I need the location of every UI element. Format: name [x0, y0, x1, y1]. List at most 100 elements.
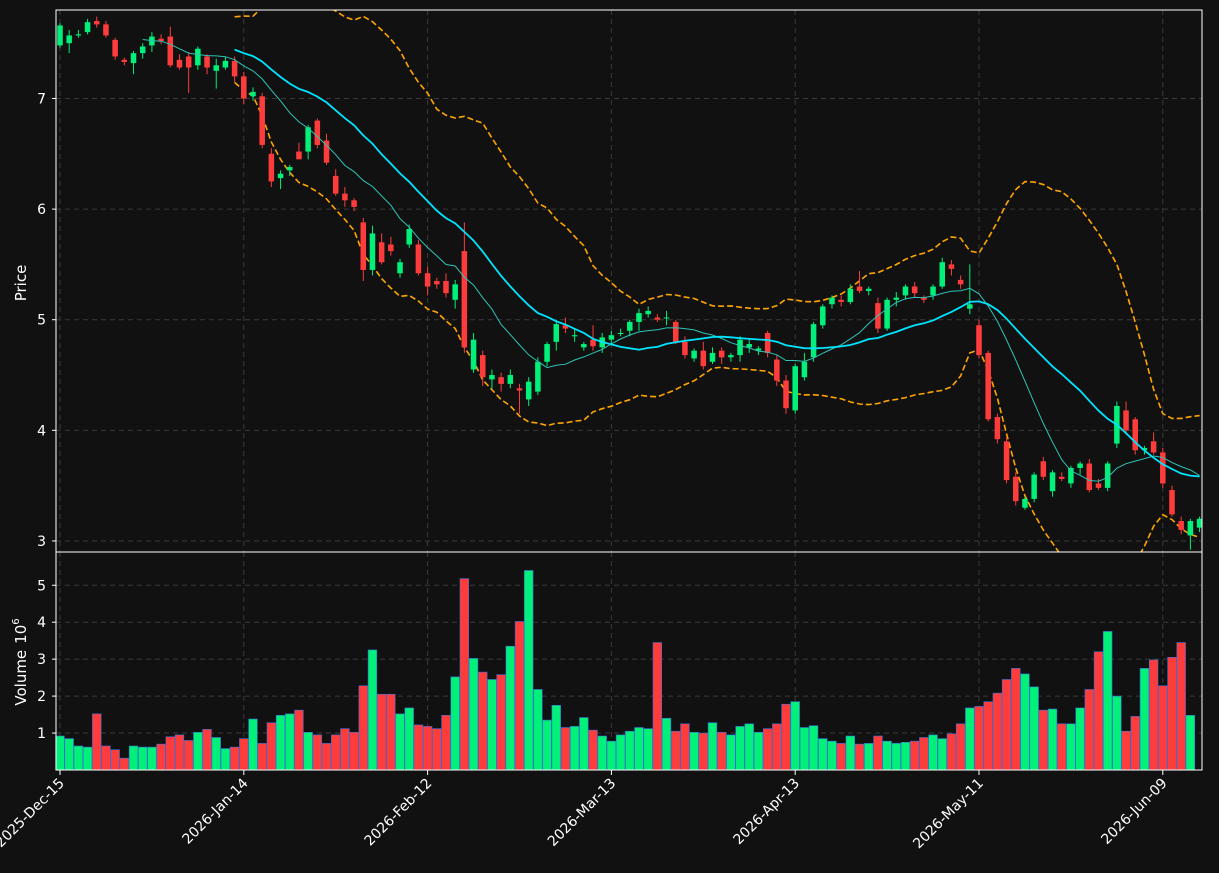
price-tick-label: 4	[37, 423, 46, 439]
volume-bar	[321, 743, 332, 771]
candle-body	[323, 140, 330, 163]
candle	[654, 314, 661, 322]
candle	[378, 233, 385, 265]
volume-bar	[735, 726, 745, 771]
candle-body	[1187, 521, 1194, 536]
candle-body	[608, 335, 615, 340]
volume-bar	[229, 746, 240, 771]
candle	[461, 222, 468, 353]
candle	[397, 258, 403, 278]
volume-bar	[652, 642, 663, 771]
candle	[608, 330, 615, 345]
volume-bar	[615, 734, 626, 771]
candle	[553, 319, 560, 351]
candle	[75, 29, 82, 38]
volume-bar	[1148, 659, 1159, 771]
volume-bar	[845, 735, 856, 771]
candle-body	[1150, 441, 1157, 453]
volume-bar	[505, 645, 515, 771]
candle-body	[1040, 461, 1047, 477]
volume-bar	[790, 701, 800, 771]
candle	[1040, 456, 1047, 481]
volume-bar	[643, 728, 653, 771]
volume-bar	[1103, 631, 1113, 771]
candle	[516, 383, 523, 414]
candle-body	[553, 324, 560, 342]
volume-bar	[717, 732, 727, 771]
candle	[406, 224, 412, 248]
bollinger-bands	[234, 10, 1200, 552]
candle	[268, 148, 275, 187]
candle-body	[222, 60, 229, 68]
candle-body	[792, 366, 798, 411]
candle-body	[1086, 463, 1093, 491]
volume-bar	[303, 732, 313, 771]
volume-tick-label: 2	[37, 689, 46, 705]
candle	[865, 286, 872, 296]
volume-bar	[239, 738, 249, 771]
price-tick-label: 6	[37, 202, 46, 218]
volume-bar	[119, 757, 129, 771]
candle-body	[682, 341, 688, 356]
candle-body	[305, 127, 311, 152]
candle	[1178, 516, 1184, 535]
price-y-axis: 3 4 5 6 7	[37, 91, 56, 550]
candle	[571, 328, 578, 342]
candle-body	[672, 321, 679, 342]
candle	[939, 257, 946, 289]
volume-bar	[1001, 679, 1012, 771]
volume-axis-scale-exponent: 6	[11, 618, 22, 624]
volume-bar	[579, 717, 589, 771]
candle-body	[112, 39, 118, 57]
candle-body	[406, 229, 412, 245]
candle	[985, 350, 991, 422]
candle-body	[130, 53, 137, 64]
volume-bar	[808, 725, 819, 771]
candle-body	[1068, 467, 1074, 484]
candle	[314, 118, 321, 149]
candle-body	[185, 56, 192, 68]
candle	[277, 170, 284, 190]
volume-axis-title: Volume	[12, 650, 30, 706]
candle-body	[718, 350, 725, 358]
volume-bar	[101, 745, 111, 771]
candle-body	[654, 317, 661, 320]
volume-bar	[110, 749, 120, 771]
candle-body	[728, 355, 734, 358]
volume-bar	[404, 707, 414, 771]
candle	[1086, 459, 1093, 493]
volume-bar	[891, 743, 901, 771]
volume-bar	[910, 740, 920, 771]
candle	[84, 18, 91, 35]
candle	[167, 26, 174, 68]
candle-body	[1160, 452, 1166, 484]
candle-body	[1178, 521, 1184, 530]
candle	[57, 23, 63, 48]
volume-bar	[220, 748, 231, 771]
volume-bar	[772, 723, 782, 771]
candle	[222, 56, 229, 70]
volume-bar	[524, 570, 534, 771]
candle-body	[691, 350, 697, 359]
sma-fast-line	[142, 39, 1200, 482]
candle	[967, 264, 973, 315]
candle	[434, 277, 440, 289]
candle-body	[57, 25, 63, 46]
volume-bar	[478, 671, 488, 771]
candle-body	[1003, 441, 1010, 481]
candle-body	[921, 297, 927, 300]
candle-body	[544, 344, 550, 362]
volume-panel-frame	[55, 551, 1203, 771]
volume-bar	[487, 679, 497, 771]
volume-bar	[827, 740, 837, 771]
candle	[746, 339, 753, 353]
candle	[369, 225, 376, 276]
candle-body	[967, 304, 973, 309]
candle-body	[884, 299, 890, 329]
candle	[691, 348, 697, 362]
candle	[801, 352, 808, 381]
candle-body	[590, 339, 596, 347]
candle-body	[838, 299, 844, 303]
volume-bar	[312, 734, 322, 771]
candle	[709, 347, 716, 364]
